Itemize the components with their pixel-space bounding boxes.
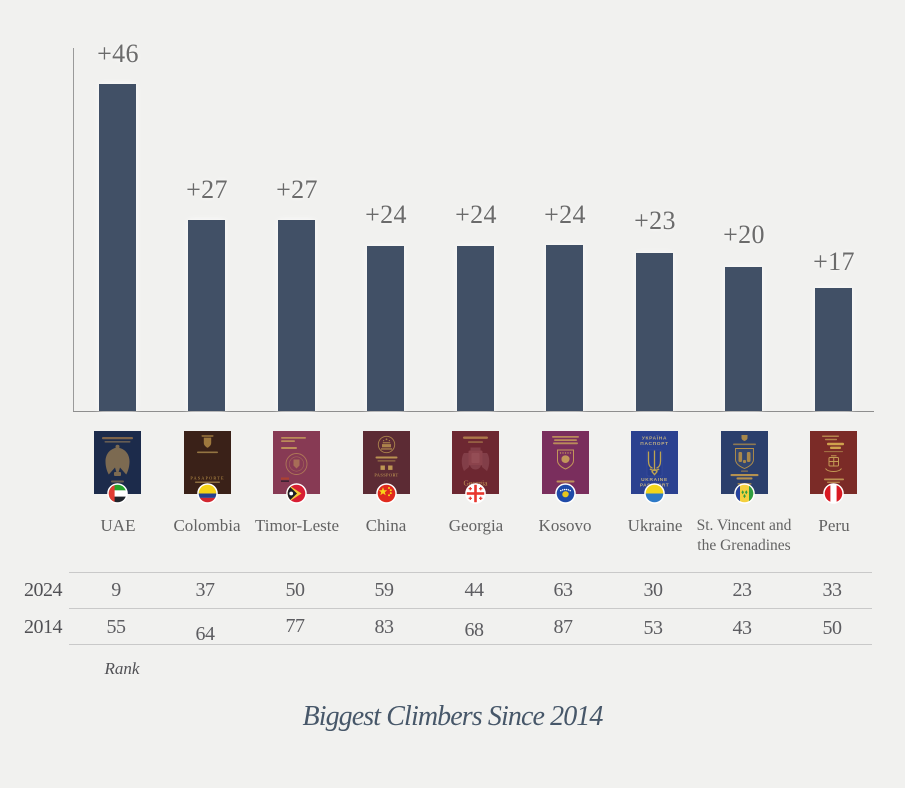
svg-text:УКРАЇНА: УКРАЇНА	[642, 435, 667, 442]
svg-text:PASAPORTE: PASAPORTE	[190, 476, 224, 481]
svg-text:Georgia: Georgia	[463, 479, 488, 488]
svg-text:PASSPORT: PASSPORT	[374, 473, 398, 478]
svg-text:UKRAINE: UKRAINE	[641, 477, 668, 483]
svg-text:ПАСПОРТ: ПАСПОРТ	[640, 441, 668, 447]
